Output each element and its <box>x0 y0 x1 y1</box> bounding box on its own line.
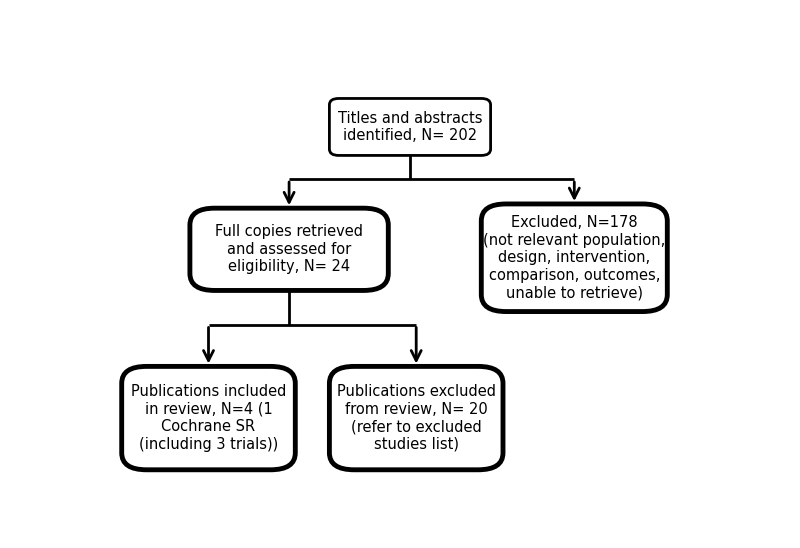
Text: Publications excluded
from review, N= 20
(refer to excluded
studies list): Publications excluded from review, N= 20… <box>337 385 496 452</box>
FancyBboxPatch shape <box>330 367 503 470</box>
FancyBboxPatch shape <box>330 99 490 156</box>
FancyBboxPatch shape <box>482 204 667 312</box>
Text: Full copies retrieved
and assessed for
eligibility, N= 24: Full copies retrieved and assessed for e… <box>215 225 363 274</box>
FancyBboxPatch shape <box>122 367 295 470</box>
Text: Publications included
in review, N=4 (1
Cochrane SR
(including 3 trials)): Publications included in review, N=4 (1 … <box>131 385 286 452</box>
FancyBboxPatch shape <box>190 208 388 290</box>
Text: Excluded, N=178
(not relevant population,
design, intervention,
comparison, outc: Excluded, N=178 (not relevant population… <box>483 215 666 300</box>
Text: Titles and abstracts
identified, N= 202: Titles and abstracts identified, N= 202 <box>338 111 482 143</box>
